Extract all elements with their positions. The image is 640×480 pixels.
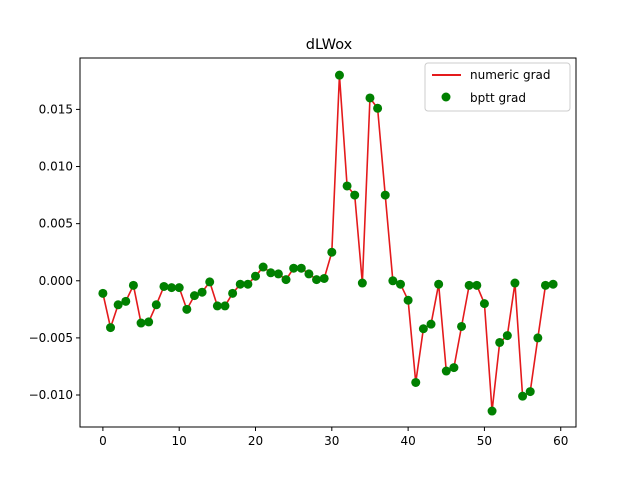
bptt-grad-point <box>174 283 184 293</box>
bptt-grad-point <box>426 319 436 329</box>
bptt-grad-point <box>334 70 344 80</box>
bptt-grad-point <box>296 263 306 273</box>
y-tick-label: 0.010 <box>39 160 73 174</box>
bptt-grad-point <box>457 321 467 331</box>
plot-area <box>98 70 558 416</box>
chart-title: dLWox <box>306 37 353 53</box>
legend-box <box>424 62 571 112</box>
bptt-grad-point <box>365 93 375 103</box>
bptt-grad-point <box>228 288 238 298</box>
bptt-grad-point <box>540 280 550 290</box>
bptt-grad-point <box>388 276 398 286</box>
bptt-grad-point <box>403 295 413 305</box>
legend-bptt-grad-label: bptt grad <box>470 91 526 105</box>
bptt-grad-point <box>518 391 528 401</box>
bptt-grad-point <box>380 190 390 200</box>
y-tick-label: 0.000 <box>39 274 73 288</box>
bptt-grad-point <box>472 280 482 290</box>
bptt-grad-point <box>350 190 360 200</box>
bptt-grad-point <box>449 363 459 373</box>
x-tick-label: 40 <box>400 434 415 448</box>
bptt-grad-point <box>441 366 451 376</box>
bptt-grad-point <box>312 275 322 285</box>
y-tick-label: 0.015 <box>39 102 73 116</box>
x-tick-label: 30 <box>324 434 339 448</box>
bptt-grad-point <box>220 301 230 311</box>
y-tick-label: −0.010 <box>29 388 73 402</box>
bptt-grad-point <box>136 318 146 328</box>
legend-bptt-grad-swatch <box>441 92 451 102</box>
bptt-grad-point <box>159 281 169 291</box>
bptt-grad-point <box>533 333 543 343</box>
bptt-grad-point <box>418 324 428 334</box>
bptt-grad-point <box>113 300 123 310</box>
bptt-grad-point <box>106 323 116 333</box>
bptt-grad-point <box>266 268 276 278</box>
bptt-grad-point <box>251 271 261 281</box>
x-axis: 0 10 20 30 40 50 60 <box>99 427 568 448</box>
legend: numeric grad bptt grad <box>424 62 571 112</box>
bptt-grad-point <box>464 280 474 290</box>
bptt-grad-point <box>182 304 192 314</box>
bptt-grad-point <box>144 317 154 327</box>
bptt-grad-point <box>479 299 489 309</box>
x-tick-label: 10 <box>172 434 187 448</box>
y-axis: −0.010 −0.005 0.000 0.005 0.010 0.015 <box>29 102 80 402</box>
bptt-grad-point <box>342 181 352 191</box>
bptt-grad-point <box>121 296 131 306</box>
bptt-grad-point <box>434 279 444 289</box>
x-tick-label: 20 <box>248 434 263 448</box>
bptt-grad-point <box>212 301 222 311</box>
bptt-grad-point <box>98 288 108 298</box>
bptt-grad-point <box>273 269 283 279</box>
bptt-grad-point <box>319 273 329 283</box>
bptt-grad-point <box>289 263 299 273</box>
legend-numeric-grad-label: numeric grad <box>470 68 550 82</box>
bptt-grad-point <box>243 279 253 289</box>
bptt-grad-point <box>487 406 497 416</box>
bptt-grad-point <box>327 247 337 257</box>
bptt-grad-point <box>258 262 268 272</box>
bptt-grad-point <box>411 377 421 387</box>
x-tick-label: 0 <box>99 434 107 448</box>
bptt-grad-point <box>548 279 558 289</box>
x-tick-label: 50 <box>477 434 492 448</box>
x-tick-label: 60 <box>553 434 568 448</box>
numeric-grad-line <box>102 74 554 412</box>
plot-frame <box>79 57 577 428</box>
bptt-grad-point <box>395 279 405 289</box>
bptt-grad-point <box>357 278 367 288</box>
bptt-grad-point <box>205 277 215 287</box>
bptt-grad-point <box>151 300 161 310</box>
bptt-grad-point <box>495 337 505 347</box>
y-tick-label: 0.005 <box>39 217 73 231</box>
bptt-grad-point <box>525 387 535 397</box>
bptt-grad-point <box>235 279 245 289</box>
bptt-grad-point <box>510 278 520 288</box>
bptt-grad-point <box>281 275 291 285</box>
y-tick-label: −0.005 <box>29 331 73 345</box>
bptt-grad-point <box>502 331 512 341</box>
bptt-grad-point <box>373 103 383 113</box>
bptt-grad-point <box>304 269 314 279</box>
bptt-grad-point <box>189 291 199 301</box>
bptt-grad-point <box>128 280 138 290</box>
bptt-grad-point <box>167 283 177 293</box>
bptt-grad-point <box>197 287 207 297</box>
